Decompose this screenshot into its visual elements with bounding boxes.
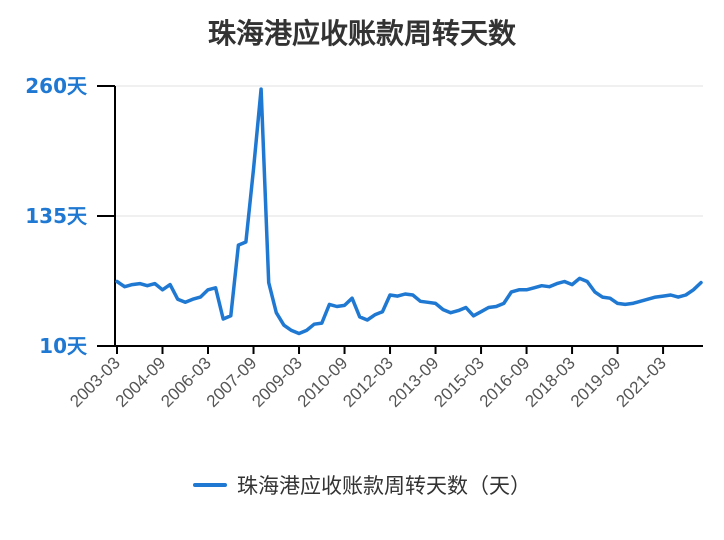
data-point (274, 311, 278, 315)
y-tick-label: 260天 (25, 74, 88, 98)
data-point (130, 283, 134, 287)
data-point (267, 281, 271, 285)
data-point (669, 293, 673, 297)
y-tick-label: 135天 (25, 204, 88, 228)
data-point (206, 288, 210, 292)
x-tick-label: 2021-03 (612, 353, 670, 411)
data-point (449, 311, 453, 315)
data-point (350, 296, 354, 300)
data-point (259, 87, 263, 91)
data-point (616, 301, 620, 305)
data-point (578, 276, 582, 280)
data-point (585, 280, 589, 284)
data-point (168, 283, 172, 287)
legend-label: 珠海港应收账款周转天数（天） (237, 474, 531, 498)
data-point (305, 328, 309, 332)
data-point (236, 243, 240, 247)
data-point (661, 294, 665, 298)
data-point (547, 285, 551, 289)
data-point (471, 314, 475, 318)
data-point (388, 293, 392, 297)
data-point (631, 301, 635, 305)
data-point (593, 290, 597, 294)
data-point (456, 309, 460, 313)
data-point (327, 302, 331, 306)
data-point (123, 285, 127, 289)
data-point (540, 284, 544, 288)
data-point (380, 310, 384, 314)
data-point (502, 301, 506, 305)
data-point (525, 288, 529, 292)
data-point (684, 293, 688, 297)
data-point (282, 323, 286, 327)
data-point (289, 328, 293, 332)
data-point (691, 288, 695, 292)
data-point (138, 282, 142, 286)
data-point (191, 297, 195, 301)
chart-title: 珠海港应收账款周转天数 (207, 17, 516, 50)
data-point (517, 288, 521, 292)
data-point (464, 306, 468, 310)
data-point (479, 310, 483, 314)
data-point (221, 317, 225, 321)
series-line (115, 87, 703, 336)
data-point (434, 301, 438, 305)
data-point (653, 295, 657, 299)
data-point (312, 322, 316, 326)
data-point (153, 282, 157, 286)
data-point (487, 306, 491, 310)
data-point (646, 297, 650, 301)
data-point (252, 167, 256, 171)
data-point (161, 288, 165, 292)
data-point (320, 321, 324, 325)
data-point (373, 313, 377, 317)
data-point (638, 299, 642, 303)
data-point (494, 304, 498, 308)
data-point (244, 240, 248, 244)
data-point (183, 300, 187, 304)
data-point (358, 315, 362, 319)
data-point (600, 295, 604, 299)
data-point (214, 286, 218, 290)
data-point (418, 299, 422, 303)
legend-line-swatch (193, 483, 227, 487)
data-point (176, 297, 180, 301)
data-point (365, 318, 369, 322)
data-point (608, 296, 612, 300)
data-point (335, 304, 339, 308)
data-point (676, 295, 680, 299)
data-point (403, 292, 407, 296)
data-point (699, 281, 703, 285)
data-point (198, 295, 202, 299)
data-point (570, 283, 574, 287)
data-point (555, 282, 559, 286)
data-point (229, 314, 233, 318)
data-point (509, 290, 513, 294)
data-point (145, 284, 149, 288)
data-point (532, 286, 536, 290)
data-point (396, 294, 400, 298)
data-point (562, 280, 566, 284)
data-point (411, 293, 415, 297)
data-point (441, 308, 445, 312)
data-point (115, 280, 119, 284)
data-point (297, 332, 301, 336)
data-point (343, 303, 347, 307)
legend[interactable]: 珠海港应收账款周转天数（天） (0, 470, 724, 500)
y-tick-label: 10天 (39, 334, 88, 358)
data-point (426, 300, 430, 304)
data-point (623, 302, 627, 306)
